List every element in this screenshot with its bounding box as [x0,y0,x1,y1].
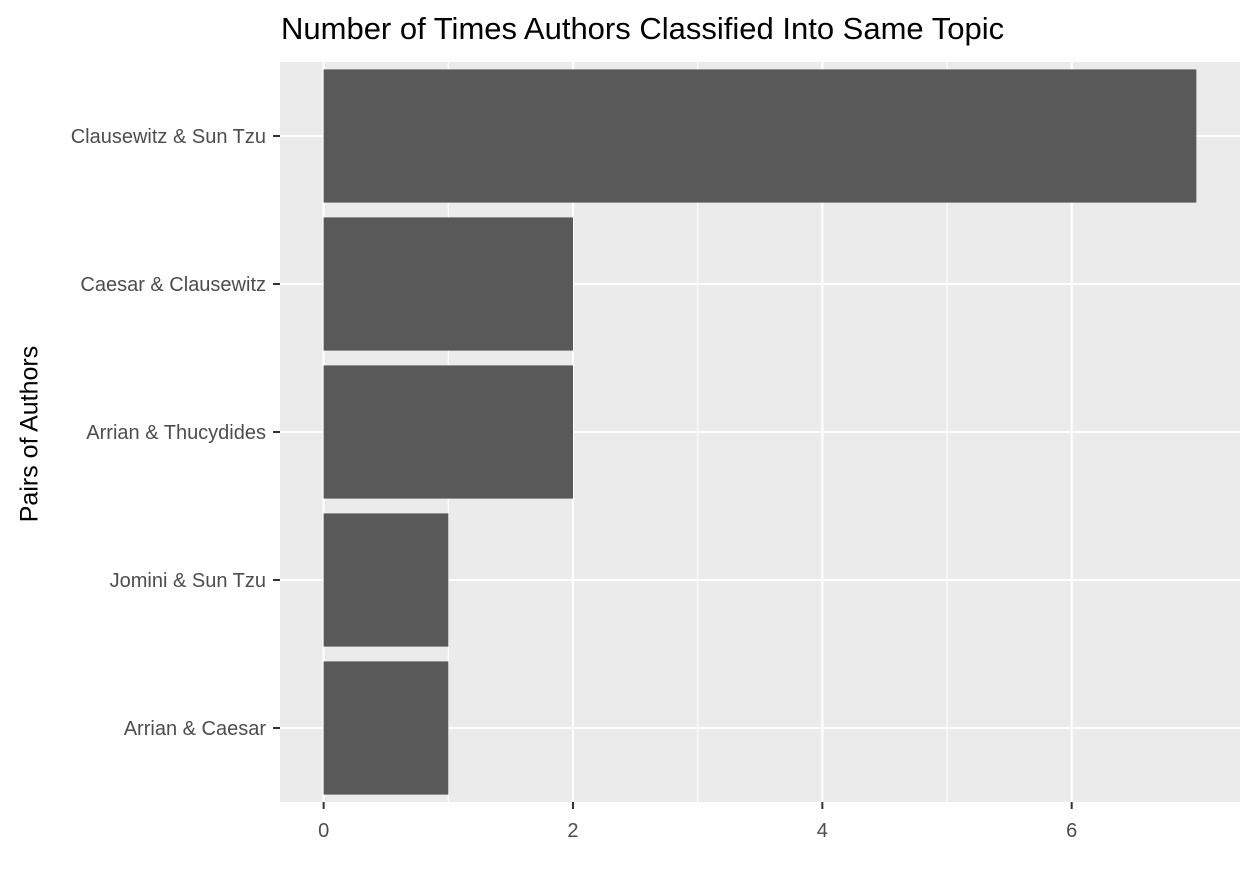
chart-title: Number of Times Authors Classified Into … [281,11,1005,46]
x-axis: 0 2 4 6 [318,802,1077,842]
bar [323,69,1197,203]
y-axis: Clausewitz & Sun Tzu Caesar & Clausewitz A… [71,126,280,740]
bar [323,365,573,499]
y-tick-label: Arrian & Thucydides [86,422,266,444]
y-tick-label: Caesar & Clausewitz [80,274,266,296]
y-tick-label: Jomini & Sun Tzu [110,570,266,592]
x-tick-label: 4 [817,820,828,842]
x-tick-label: 0 [318,820,329,842]
x-tick-label: 2 [567,820,578,842]
y-tick-label: Clausewitz & Sun Tzu [71,126,266,148]
bars [323,69,1197,795]
bar [323,661,449,795]
x-tick-label: 6 [1066,820,1077,842]
bar [323,513,449,647]
y-tick-label: Arrian & Caesar [124,718,267,740]
bar [323,217,573,351]
